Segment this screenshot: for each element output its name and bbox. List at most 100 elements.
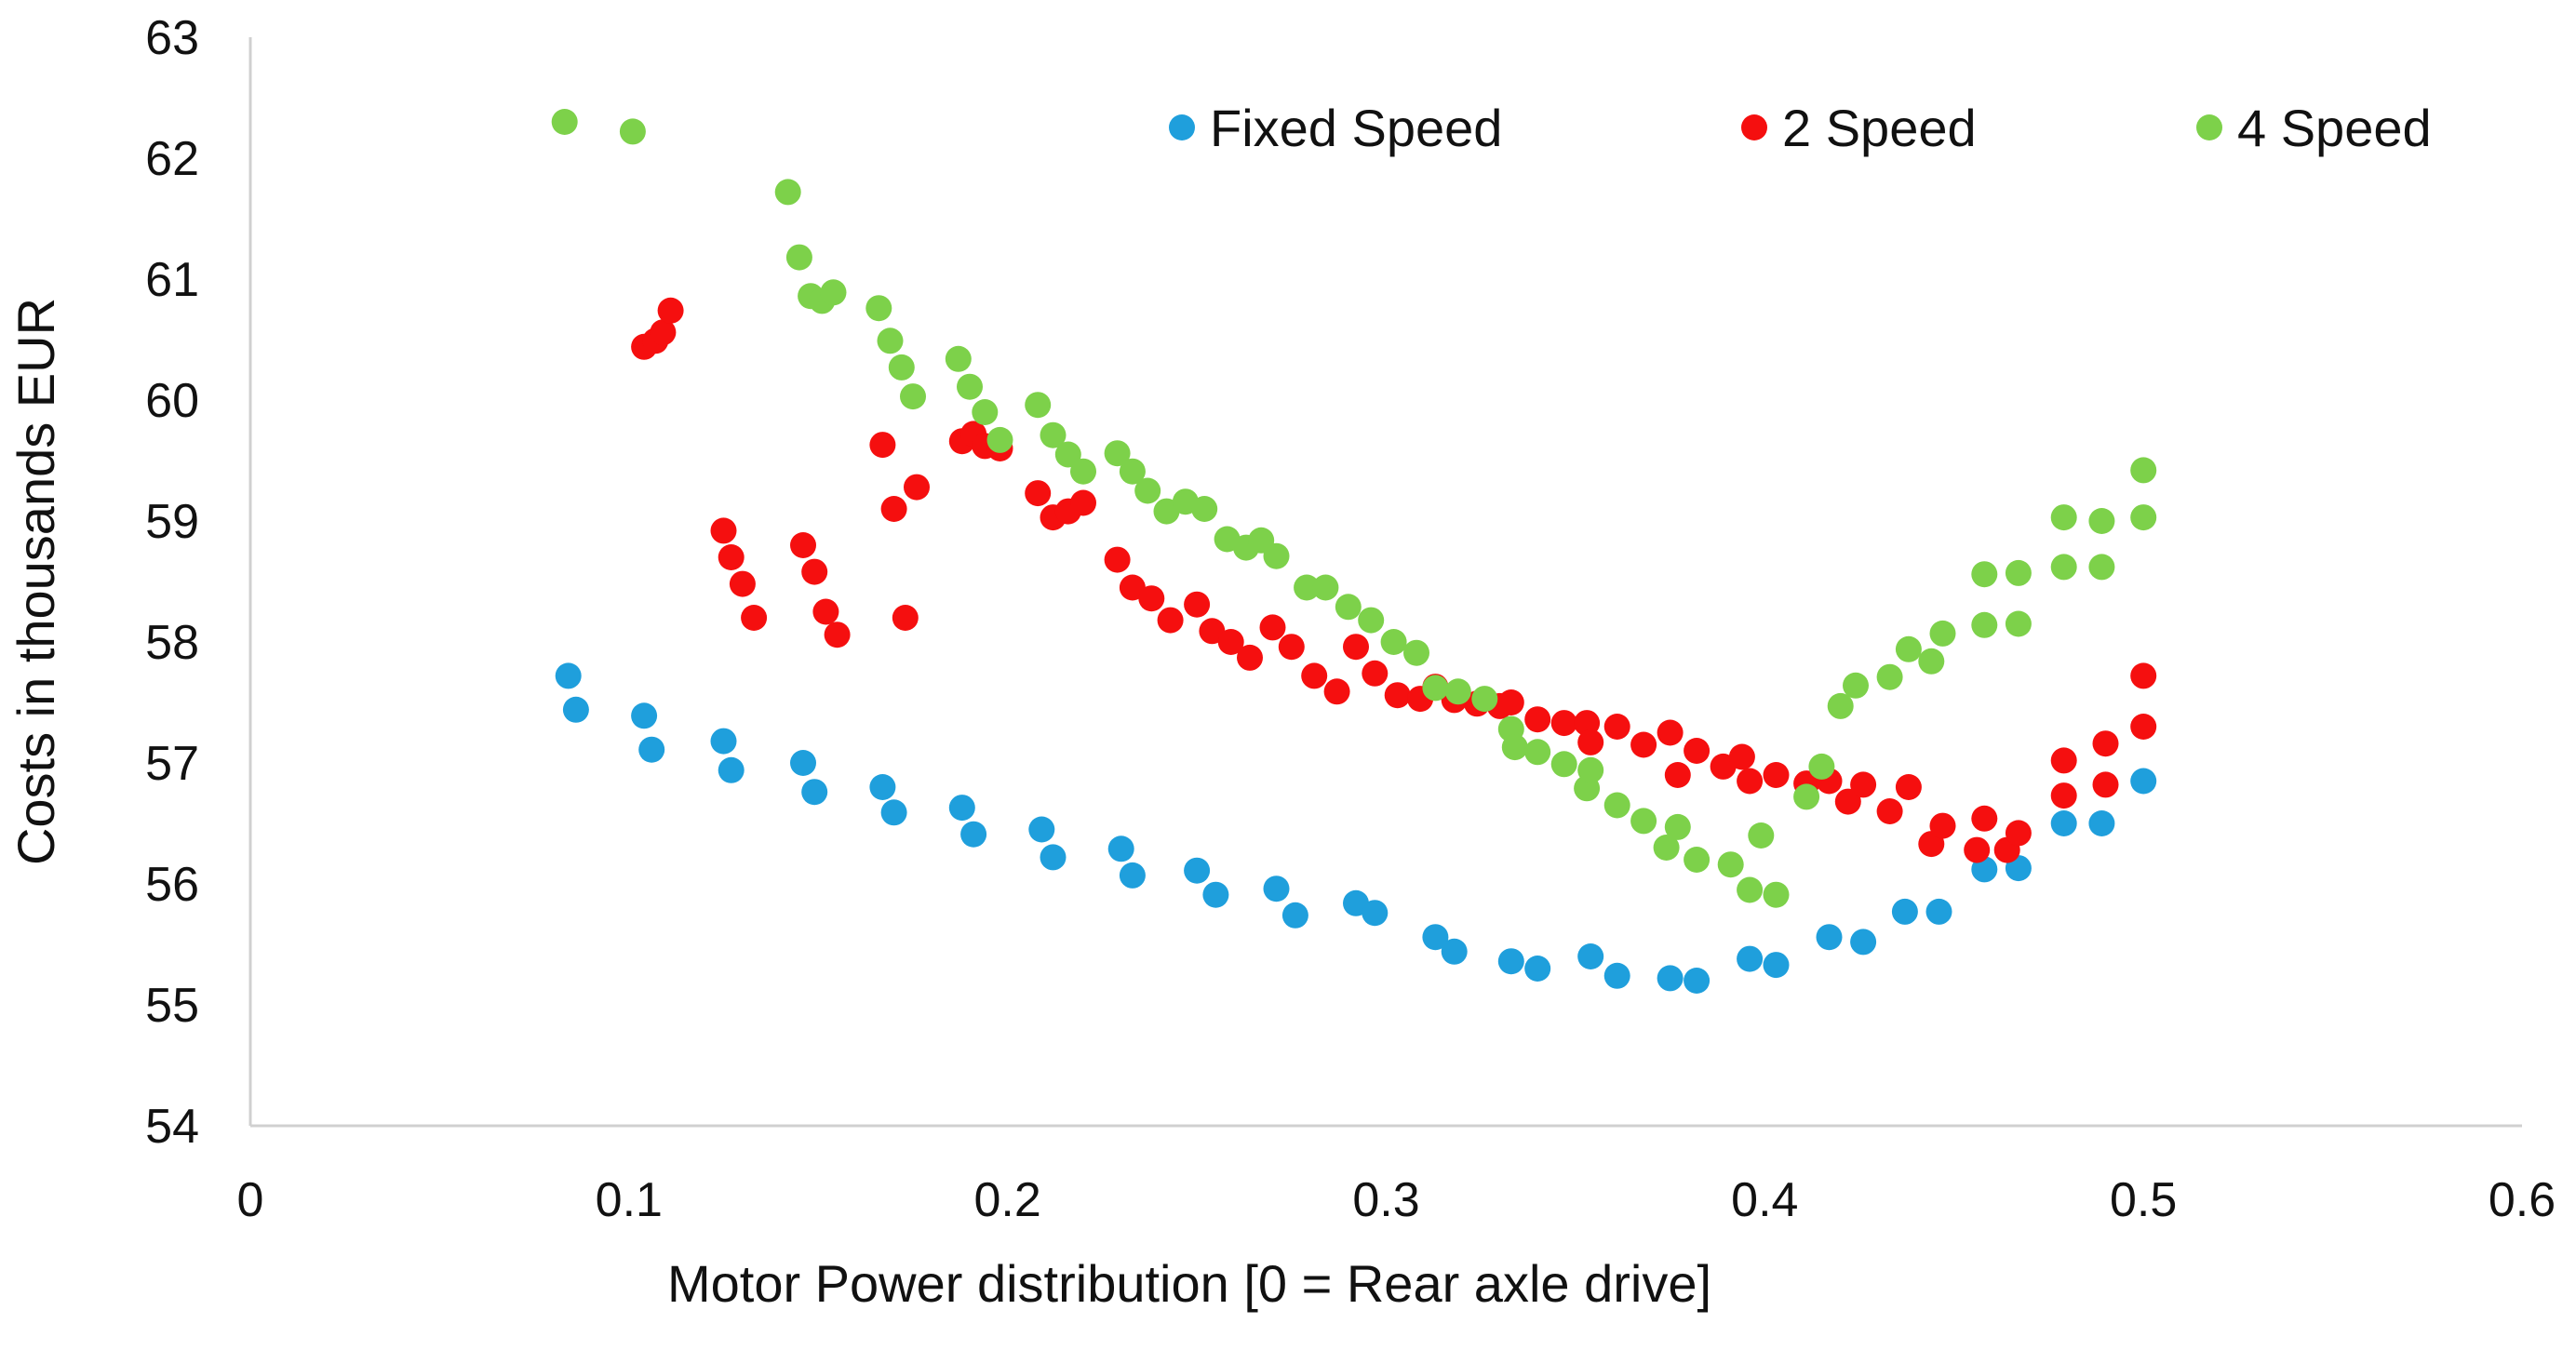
data-point	[1104, 440, 1131, 467]
data-point	[1827, 692, 1854, 719]
y-tick-label: 57	[145, 737, 199, 791]
data-point	[1664, 813, 1691, 840]
data-point	[1358, 607, 1385, 634]
data-point	[1577, 728, 1604, 755]
data-point	[960, 821, 987, 848]
data-point	[1630, 731, 1657, 758]
data-point	[638, 736, 665, 763]
axes	[248, 37, 2522, 1128]
data-point	[1550, 751, 1577, 778]
data-point	[1501, 734, 1528, 761]
data-point	[1263, 542, 1290, 569]
data-point	[1217, 629, 1244, 655]
data-point	[718, 756, 745, 783]
data-point	[2130, 662, 2157, 689]
data-point	[1763, 881, 1790, 908]
data-point	[2050, 810, 2077, 836]
data-point	[2088, 508, 2115, 534]
data-point	[562, 696, 589, 723]
data-point	[1263, 875, 1290, 902]
data-point	[1834, 788, 1861, 815]
y-tick-label: 56	[145, 858, 199, 912]
data-point	[1876, 663, 1903, 690]
data-point	[555, 662, 582, 689]
data-point	[877, 327, 904, 354]
data-point	[1040, 421, 1067, 448]
data-point	[2005, 559, 2032, 586]
data-point	[774, 179, 801, 206]
data-point	[1850, 771, 1877, 798]
legend-item-2-speed: 2 Speed	[1741, 99, 1977, 157]
data-point	[2092, 771, 2119, 798]
data-point	[1107, 835, 1134, 862]
data-point	[657, 297, 684, 324]
y-tick-label: 55	[145, 979, 199, 1033]
data-point	[1040, 844, 1067, 871]
data-points	[551, 109, 2157, 994]
data-point	[1444, 678, 1471, 705]
data-point	[631, 702, 658, 729]
data-point	[2050, 782, 2077, 809]
data-point	[1343, 634, 1369, 661]
data-point	[972, 399, 999, 425]
data-point	[710, 728, 737, 755]
data-point	[1422, 675, 1449, 702]
data-point	[1191, 496, 1218, 522]
data-point	[1281, 902, 1308, 929]
data-point	[2130, 457, 2157, 484]
data-point	[1524, 706, 1551, 733]
y-tick-labels: 54 55 56 57 58 59 60 61 62 63	[145, 11, 199, 1154]
y-tick-label: 54	[145, 1100, 199, 1154]
data-point	[1278, 634, 1305, 661]
data-point	[1362, 660, 1389, 687]
data-point	[1737, 768, 1764, 795]
data-point	[2005, 610, 2032, 637]
data-point	[1971, 611, 1998, 638]
data-point	[1664, 762, 1691, 788]
data-point	[1524, 956, 1551, 982]
data-point	[1891, 898, 1918, 925]
data-point	[1237, 644, 1263, 671]
x-tick-label: 0.3	[1352, 1173, 1419, 1227]
x-tick-label: 0.6	[2489, 1173, 2556, 1227]
data-point	[1895, 635, 1922, 662]
data-point	[2092, 730, 2119, 757]
series-2-speed	[631, 297, 2157, 863]
data-point	[1070, 489, 1096, 516]
data-point	[1312, 574, 1339, 601]
data-point	[1748, 822, 1775, 849]
data-point	[2130, 768, 2157, 795]
data-point	[1202, 881, 1229, 908]
data-point	[1808, 753, 1835, 780]
data-point	[2088, 554, 2115, 581]
x-tick-label: 0.1	[596, 1173, 663, 1227]
data-point	[1971, 805, 1998, 832]
data-point	[1684, 968, 1711, 994]
data-point	[1657, 719, 1684, 746]
data-point	[1843, 672, 1869, 699]
data-point	[1070, 458, 1096, 485]
data-point	[1323, 678, 1350, 705]
data-point	[551, 109, 578, 135]
data-point	[2130, 714, 2157, 740]
data-point	[2088, 810, 2115, 836]
data-point	[1025, 392, 1052, 419]
data-point	[785, 244, 812, 271]
data-point	[1577, 756, 1604, 783]
data-point	[1929, 812, 1956, 839]
data-point	[619, 118, 646, 145]
data-point	[900, 383, 926, 410]
y-axis-title: Costs in thousands EUR	[7, 298, 65, 865]
data-point	[1918, 648, 1945, 675]
y-tick-label: 63	[145, 11, 199, 65]
data-point	[1763, 952, 1790, 979]
y-tick-label: 59	[145, 495, 199, 549]
data-point	[869, 432, 896, 459]
data-point	[1603, 792, 1630, 819]
data-point	[1054, 441, 1081, 468]
data-point	[1603, 714, 1630, 740]
data-point	[1895, 774, 1922, 800]
x-tick-label: 0.4	[1731, 1173, 1798, 1227]
data-point	[1737, 945, 1764, 972]
